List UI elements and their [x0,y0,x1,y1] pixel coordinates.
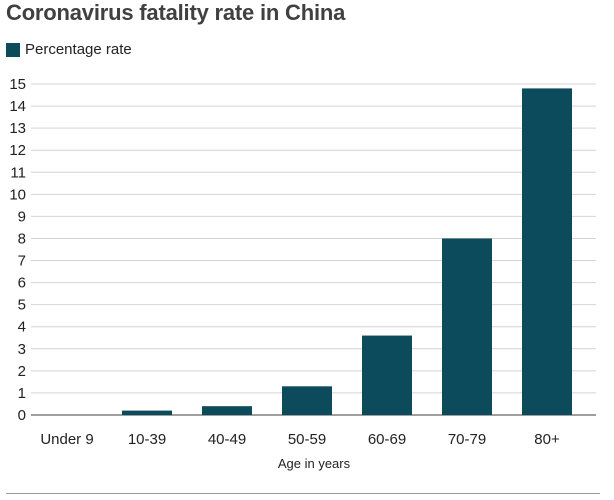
x-tick-label: 70-79 [448,431,486,448]
y-tick-label: 9 [18,208,26,225]
y-tick-label: 10 [9,186,26,203]
legend-swatch [6,42,20,57]
x-tick-label: 50-59 [288,431,326,448]
grid-lines [31,83,596,416]
y-tick-label: 3 [18,341,26,358]
x-tick-label: 40-49 [208,431,246,448]
y-tick-label: 15 [9,76,26,93]
x-axis-tick-labels: Under 9 10-39 40-49 50-59 60-69 70-79 80+ [40,431,560,448]
y-tick-label: 2 [18,363,26,380]
bar [282,386,332,415]
legend: Percentage rate [6,41,132,58]
bar [202,406,252,415]
y-tick-label: 7 [18,253,26,270]
y-tick-label: 12 [9,142,26,159]
y-tick-label: 6 [18,275,26,292]
x-tick-label: Under 9 [40,431,93,448]
y-tick-label: 4 [18,319,26,336]
y-tick-label: 14 [9,98,26,115]
x-tick-label: 80+ [534,431,560,448]
y-tick-label: 8 [18,230,26,247]
y-tick-label: 11 [10,164,26,181]
bar [362,335,412,415]
y-tick-label: 1 [18,385,26,402]
bars [122,88,572,415]
x-axis-label: Age in years [278,456,351,471]
x-tick-label: 10-39 [128,431,166,448]
chart-title: Coronavirus fatality rate in China [6,0,346,25]
bar [442,238,492,415]
y-tick-label: 0 [18,407,26,424]
legend-label: Percentage rate [25,41,132,58]
footer-rule [6,493,600,494]
bar [522,88,572,415]
y-tick-label: 5 [18,297,26,314]
y-tick-label: 13 [9,120,26,137]
bar [122,410,172,415]
x-tick-label: 60-69 [368,431,406,448]
